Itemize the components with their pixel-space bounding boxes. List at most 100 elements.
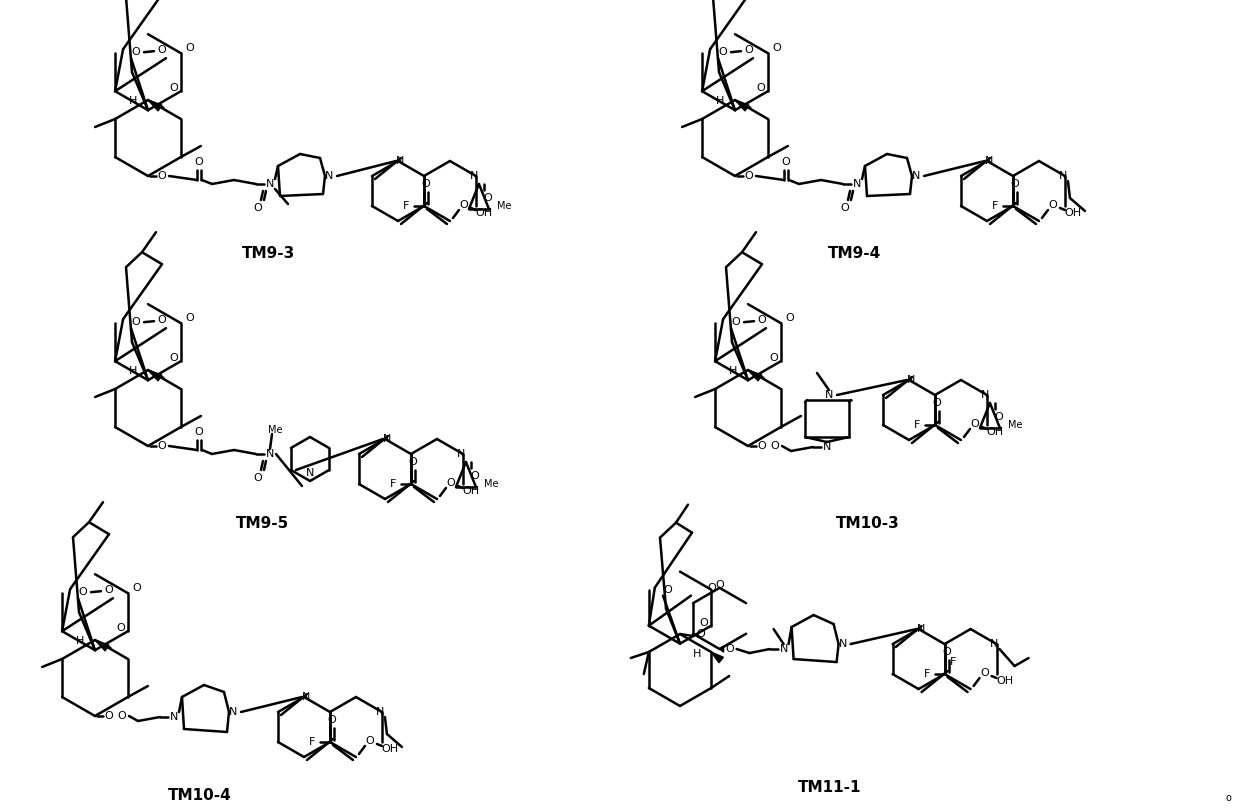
Text: O: O [942,647,951,657]
Text: OH: OH [986,427,1003,437]
Text: OH: OH [1064,208,1081,218]
Text: F: F [950,657,956,667]
Text: O: O [170,353,179,363]
Text: N: N [470,171,479,181]
Text: O: O [484,193,492,203]
Text: O: O [195,157,203,167]
Text: O: O [770,353,779,363]
Text: F: F [309,737,315,747]
Text: O: O [327,715,336,725]
Text: O: O [446,478,455,488]
Text: N: N [985,156,993,166]
Text: OH: OH [382,744,398,754]
Text: O: O [663,585,672,595]
Text: O: O [697,629,706,639]
Text: O: O [78,587,87,597]
Text: O: O [131,47,140,58]
Text: N: N [780,644,787,654]
Text: O: O [732,318,740,327]
Text: O: O [932,398,941,408]
Text: O: O [841,203,849,213]
Text: o: o [1225,793,1231,803]
Text: O: O [131,318,140,327]
Text: O: O [470,471,480,481]
Text: O: O [186,43,195,53]
Text: OH: OH [475,208,492,218]
Polygon shape [719,646,724,652]
Text: N: N [301,692,310,702]
Text: N: N [396,156,404,166]
Text: N: N [1059,171,1068,181]
Text: O: O [715,580,724,590]
Polygon shape [148,370,162,381]
Text: O: O [422,179,430,189]
Text: O: O [785,313,795,323]
Text: O: O [170,83,179,93]
Text: TM10-4: TM10-4 [169,788,232,804]
Text: H: H [693,649,702,659]
Text: F: F [992,201,998,211]
Text: O: O [118,711,126,721]
Text: Me: Me [484,479,498,489]
Text: O: O [104,711,113,721]
Text: N: N [376,707,384,717]
Text: N: N [265,449,274,459]
Text: TM11-1: TM11-1 [799,781,862,795]
Text: H: H [129,96,138,106]
Text: O: O [719,47,728,58]
Text: OH: OH [463,486,480,496]
Text: O: O [157,171,166,181]
Text: N: N [456,449,465,459]
Text: O: O [157,441,166,451]
Text: O: O [409,457,418,467]
Text: Me: Me [1008,420,1022,430]
Text: O: O [725,644,734,654]
Text: OH: OH [996,676,1013,686]
Text: O: O [781,157,790,167]
Text: O: O [366,736,374,746]
Text: O: O [707,583,715,593]
Text: N: N [170,712,179,722]
Text: H: H [729,366,738,376]
Text: Me: Me [497,201,511,211]
Text: O: O [157,315,166,325]
Text: H: H [76,636,84,646]
Text: F: F [389,479,396,489]
Text: TM9-4: TM9-4 [828,245,882,261]
Text: O: O [758,315,766,325]
Text: TM9-5: TM9-5 [237,515,290,531]
Text: N: N [916,624,925,634]
Text: O: O [186,313,195,323]
Text: H: H [129,366,138,376]
Text: O: O [770,441,780,451]
Text: Me: Me [268,425,283,435]
Text: O: O [994,412,1003,422]
Text: N: N [853,179,862,189]
Text: N: N [825,390,833,400]
Text: O: O [195,427,203,437]
Text: O: O [758,441,766,451]
Text: N: N [838,639,847,649]
Text: N: N [911,171,920,181]
Text: N: N [306,468,314,478]
Text: O: O [117,623,125,633]
Text: O: O [133,583,141,593]
Text: O: O [104,585,113,595]
Text: O: O [254,203,263,213]
Text: N: N [906,375,915,385]
Text: N: N [991,639,998,649]
Polygon shape [95,640,109,651]
Text: O: O [699,618,708,628]
Text: TM9-3: TM9-3 [242,245,295,261]
Text: N: N [265,179,274,189]
Text: O: O [157,45,166,55]
Text: O: O [1049,200,1058,210]
Text: O: O [756,83,765,93]
Text: O: O [980,668,990,678]
Text: N: N [981,390,990,400]
Text: O: O [460,200,469,210]
Text: TM10-3: TM10-3 [836,515,900,531]
Text: O: O [745,45,754,55]
Text: F: F [924,669,930,679]
Text: O: O [773,43,781,53]
